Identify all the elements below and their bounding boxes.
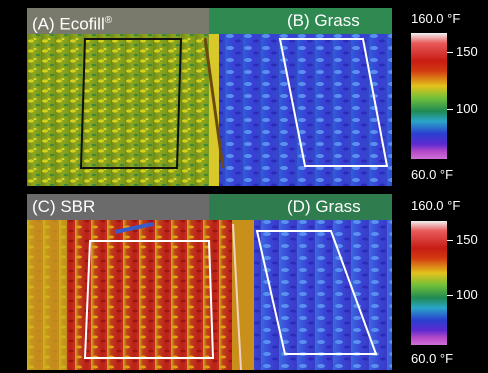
top-scale-tick-150: 150 xyxy=(456,44,478,59)
top-scale-tick-100: 100 xyxy=(456,101,478,116)
bottom-left-label-bar xyxy=(27,194,209,220)
top-scale-tick-100-mark xyxy=(447,109,453,110)
sbr-measure-box xyxy=(83,240,215,359)
ecofill-measure-box xyxy=(79,38,183,169)
thermal-panel-ecofill xyxy=(27,8,392,186)
bottom-scale-min: 60.0 °F xyxy=(411,351,454,366)
thermal-image-bottom xyxy=(27,194,392,370)
top-scale-min: 60.0 °F xyxy=(411,167,454,182)
top-left-label-bar xyxy=(27,8,209,34)
bottom-right-label-bar xyxy=(209,194,392,220)
bottom-scale-tick-100-mark xyxy=(447,295,453,296)
top-right-label-bar xyxy=(209,8,392,34)
top-scale-tick-150-mark xyxy=(447,52,453,53)
bottom-scale-tick-150-mark xyxy=(447,240,453,241)
thermal-image-top xyxy=(27,8,392,186)
panel-label-b: (B) Grass xyxy=(287,11,360,30)
top-scale-max: 160.0 °F xyxy=(411,11,461,26)
grass-measure-box-bottom xyxy=(255,230,378,355)
panel-label-d: (D) Grass xyxy=(287,197,361,216)
bottom-scale-tick-150: 150 xyxy=(456,232,478,247)
top-color-scale-bar xyxy=(411,33,447,159)
thermal-panel-sbr xyxy=(27,194,392,370)
grass-measure-box-top xyxy=(278,38,389,167)
bottom-scale-max: 160.0 °F xyxy=(411,198,461,213)
panel-label-c: (C) SBR xyxy=(32,197,96,216)
bottom-scale-tick-100: 100 xyxy=(456,287,478,302)
bottom-color-scale-bar xyxy=(411,221,447,345)
panel-label-a: (A) Ecofill® xyxy=(32,14,113,34)
